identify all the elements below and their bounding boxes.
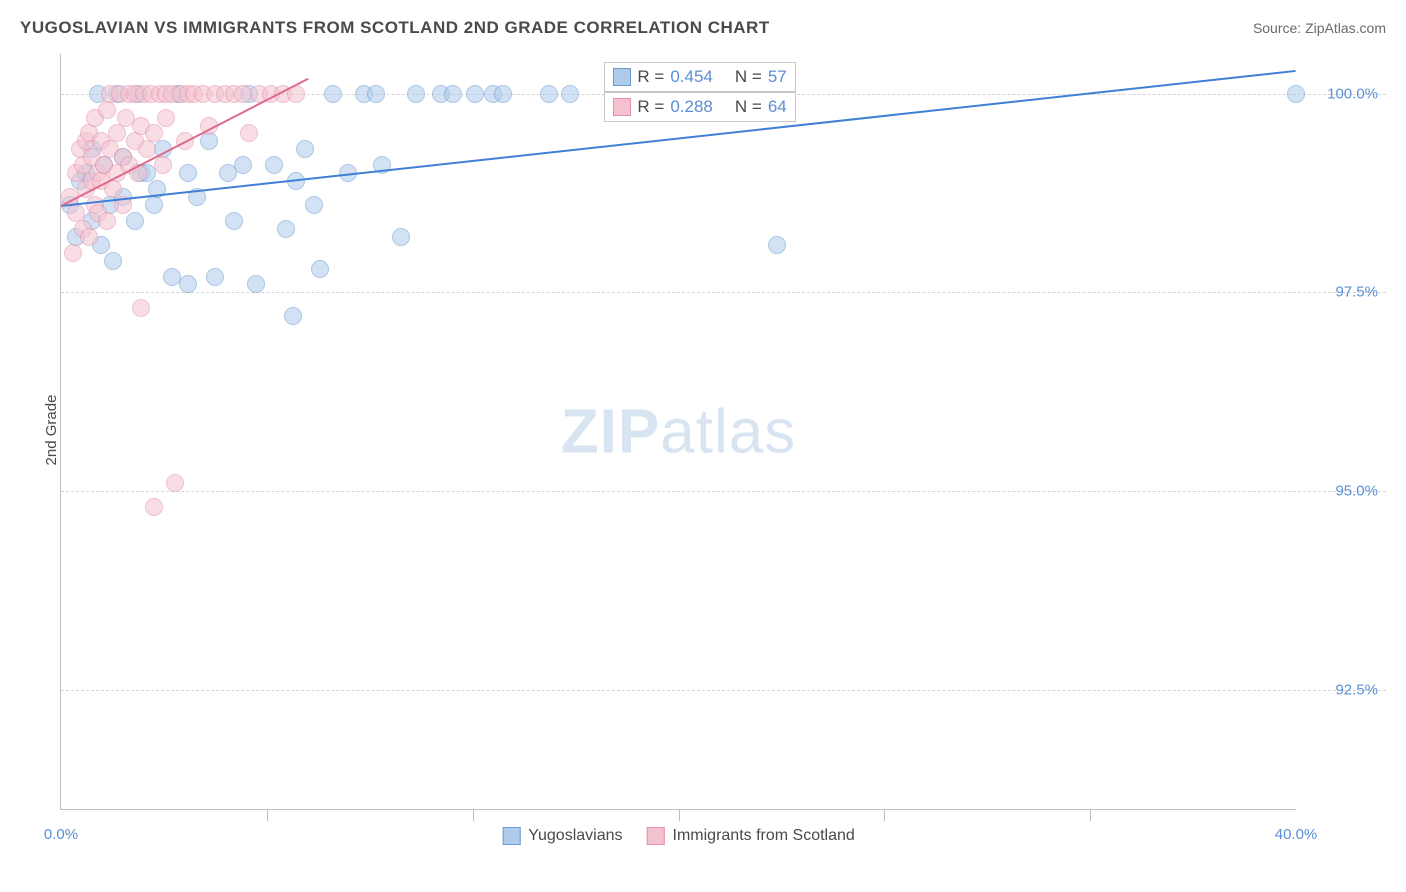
scatter-point	[392, 228, 410, 246]
y-tick-label: 92.5%	[1335, 681, 1378, 698]
legend-item: Yugoslavians	[502, 827, 622, 845]
stats-n-label: N =	[735, 67, 762, 87]
legend-label: Yugoslavians	[528, 827, 622, 845]
scatter-point	[367, 85, 385, 103]
scatter-point	[132, 299, 150, 317]
scatter-point	[179, 164, 197, 182]
scatter-point	[444, 85, 462, 103]
y-tick-label: 100.0%	[1327, 85, 1378, 102]
x-tick	[679, 809, 680, 821]
legend-swatch	[502, 827, 520, 845]
stats-n-value: 64	[768, 97, 787, 117]
plot-region: ZIPatlas 92.5%95.0%97.5%100.0%0.0%40.0%R…	[60, 54, 1296, 810]
legend: Yugoslavians Immigrants from Scotland	[502, 827, 855, 845]
scatter-point	[296, 140, 314, 158]
stats-n-label: N =	[735, 97, 762, 117]
x-tick	[473, 809, 474, 821]
scatter-point	[407, 85, 425, 103]
stats-r-value: 0.288	[670, 97, 713, 117]
scatter-point	[145, 498, 163, 516]
scatter-point	[145, 124, 163, 142]
legend-swatch	[647, 827, 665, 845]
scatter-point	[157, 109, 175, 127]
scatter-point	[540, 85, 558, 103]
scatter-point	[324, 85, 342, 103]
gridline	[61, 491, 1386, 492]
scatter-point	[305, 196, 323, 214]
scatter-point	[240, 124, 258, 142]
y-axis-label: 2nd Grade	[43, 395, 60, 466]
scatter-point	[1287, 85, 1305, 103]
legend-label: Immigrants from Scotland	[673, 827, 855, 845]
scatter-point	[225, 212, 243, 230]
legend-swatch	[613, 98, 631, 116]
stats-r-label: R =	[637, 67, 664, 87]
scatter-point	[234, 156, 252, 174]
scatter-point	[284, 307, 302, 325]
x-tick	[267, 809, 268, 821]
legend-swatch	[613, 68, 631, 86]
scatter-point	[206, 268, 224, 286]
scatter-point	[145, 196, 163, 214]
scatter-point	[247, 275, 265, 293]
stats-n-value: 57	[768, 67, 787, 87]
scatter-point	[108, 124, 126, 142]
gridline	[61, 292, 1386, 293]
stats-r-value: 0.454	[670, 67, 713, 87]
gridline	[61, 690, 1386, 691]
scatter-point	[200, 132, 218, 150]
x-tick	[884, 809, 885, 821]
scatter-point	[466, 85, 484, 103]
stats-box: R = 0.454 N = 57	[604, 62, 795, 92]
x-tick-label: 0.0%	[44, 826, 78, 843]
watermark-light: atlas	[660, 397, 796, 466]
stats-box: R = 0.288 N = 64	[604, 92, 795, 122]
scatter-point	[154, 156, 172, 174]
watermark-bold: ZIP	[561, 397, 660, 466]
chart-title: YUGOSLAVIAN VS IMMIGRANTS FROM SCOTLAND …	[20, 18, 770, 38]
scatter-point	[98, 212, 116, 230]
watermark: ZIPatlas	[561, 396, 796, 467]
chart-source: Source: ZipAtlas.com	[1253, 20, 1386, 36]
chart-header: YUGOSLAVIAN VS IMMIGRANTS FROM SCOTLAND …	[0, 0, 1406, 50]
x-tick-label: 40.0%	[1275, 826, 1318, 843]
legend-item: Immigrants from Scotland	[647, 827, 855, 845]
scatter-point	[311, 260, 329, 278]
scatter-point	[126, 212, 144, 230]
y-tick-label: 97.5%	[1335, 284, 1378, 301]
scatter-point	[64, 244, 82, 262]
scatter-point	[561, 85, 579, 103]
scatter-point	[179, 275, 197, 293]
scatter-point	[166, 474, 184, 492]
stats-r-label: R =	[637, 97, 664, 117]
scatter-point	[104, 252, 122, 270]
scatter-point	[265, 156, 283, 174]
chart-area: 2nd Grade ZIPatlas 92.5%95.0%97.5%100.0%…	[46, 50, 1386, 810]
scatter-point	[494, 85, 512, 103]
scatter-point	[277, 220, 295, 238]
scatter-point	[80, 228, 98, 246]
x-tick	[1090, 809, 1091, 821]
y-tick-label: 95.0%	[1335, 483, 1378, 500]
scatter-point	[768, 236, 786, 254]
scatter-point	[98, 101, 116, 119]
